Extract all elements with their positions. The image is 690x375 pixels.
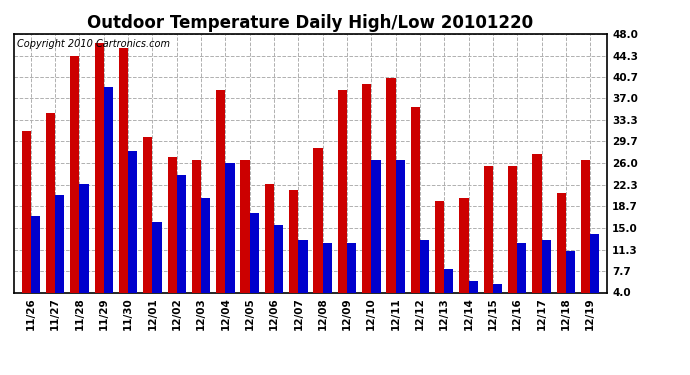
Bar [542,240,551,316]
Bar [362,84,371,316]
Bar [337,90,347,316]
Bar [144,136,152,316]
Bar [347,243,356,316]
Bar [581,160,590,316]
Bar [590,234,600,316]
Bar [289,190,298,316]
Bar [484,166,493,316]
Bar [128,152,137,316]
Bar [444,269,453,316]
Bar [55,195,64,316]
Bar [557,192,566,316]
Bar [265,184,274,316]
Bar [21,131,31,316]
Bar [119,48,128,316]
Bar [313,148,323,316]
Bar [566,251,575,316]
Bar [518,243,526,316]
Bar [420,240,429,316]
Bar [216,90,226,316]
Bar [226,163,235,316]
Bar [460,198,469,316]
Bar [323,243,332,316]
Bar [532,154,542,316]
Bar [469,281,477,316]
Bar [395,160,405,316]
Bar [240,160,250,316]
Bar [104,87,113,316]
Bar [152,222,161,316]
Bar [201,198,210,316]
Bar [95,43,103,316]
Bar [371,160,381,316]
Bar [177,175,186,316]
Bar [298,240,308,316]
Bar [493,284,502,316]
Bar [46,113,55,316]
Bar [435,201,444,316]
Title: Outdoor Temperature Daily High/Low 20101220: Outdoor Temperature Daily High/Low 20101… [88,14,533,32]
Bar [79,184,89,316]
Bar [508,166,518,316]
Bar [411,107,420,316]
Bar [274,225,284,316]
Bar [250,213,259,316]
Bar [168,157,177,316]
Text: Copyright 2010 Cartronics.com: Copyright 2010 Cartronics.com [17,39,170,49]
Bar [70,56,79,316]
Bar [31,216,40,316]
Bar [192,160,201,316]
Bar [386,78,395,316]
